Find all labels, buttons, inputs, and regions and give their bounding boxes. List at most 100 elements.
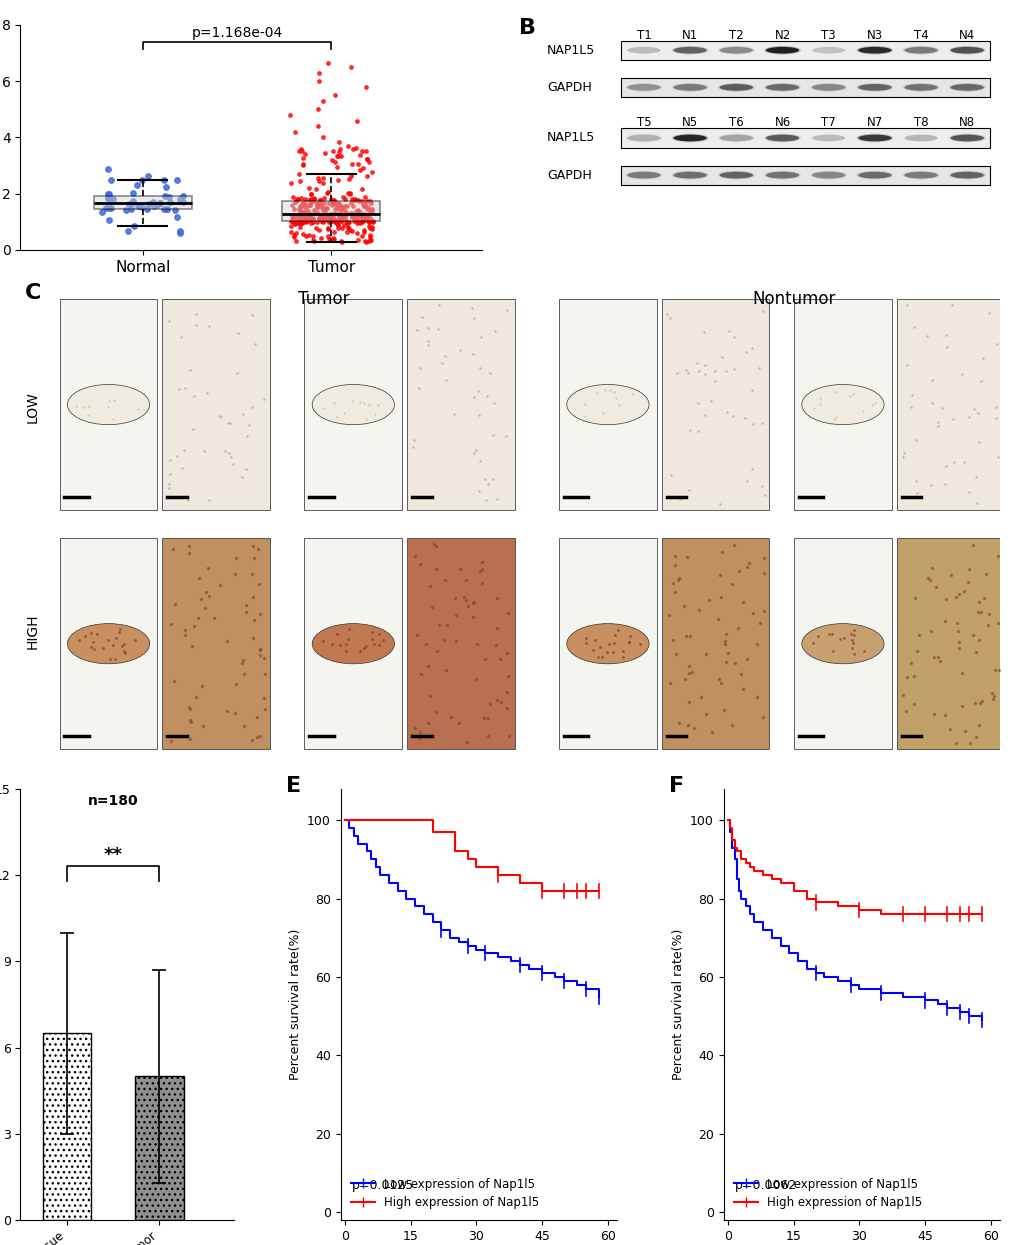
Point [360, 152, 376, 172]
Point [364, 210, 380, 230]
Point [356, 195, 372, 215]
Point [357, 232, 373, 251]
Legend: Low expression of Nap1l5, High expression of Nap1l5: Low expression of Nap1l5, High expressio… [729, 1173, 926, 1214]
Point [321, 193, 337, 213]
Point [365, 213, 381, 233]
Point [303, 184, 319, 204]
Point [167, 199, 183, 219]
Text: N5: N5 [682, 116, 698, 129]
Point [315, 173, 331, 193]
Ellipse shape [948, 133, 984, 142]
Point [358, 167, 374, 187]
PathPatch shape [94, 195, 192, 208]
Bar [59, 299, 157, 509]
Point [359, 192, 375, 212]
Point [300, 209, 316, 229]
Ellipse shape [765, 134, 798, 142]
Point [339, 218, 356, 238]
Point [129, 197, 146, 217]
Point [309, 198, 325, 218]
Point [286, 214, 303, 234]
Point [172, 189, 189, 209]
Point [140, 166, 156, 186]
Point [291, 218, 308, 238]
Ellipse shape [625, 83, 661, 92]
Bar [793, 299, 891, 509]
Point [320, 208, 336, 228]
Point [291, 214, 308, 234]
Ellipse shape [763, 83, 800, 92]
Ellipse shape [717, 133, 754, 142]
Bar [661, 539, 768, 749]
Point [168, 207, 184, 227]
Ellipse shape [672, 46, 708, 55]
Point [360, 205, 376, 225]
Point [350, 154, 366, 174]
Point [354, 227, 370, 247]
Point [348, 203, 365, 223]
Ellipse shape [673, 47, 706, 54]
Point [333, 207, 350, 227]
Point [356, 197, 372, 217]
Point [124, 193, 141, 213]
Point [351, 207, 367, 227]
Point [345, 207, 362, 227]
Point [338, 213, 355, 233]
Point [326, 190, 342, 210]
Text: T6: T6 [729, 116, 743, 129]
Text: N3: N3 [866, 29, 882, 41]
Bar [162, 299, 270, 509]
Ellipse shape [857, 172, 891, 178]
Text: T1: T1 [636, 29, 651, 41]
Point [343, 154, 360, 174]
Point [293, 213, 310, 233]
Point [350, 190, 366, 210]
Point [343, 204, 360, 224]
Point [124, 183, 141, 203]
Point [332, 210, 348, 230]
Point [313, 212, 329, 232]
Point [340, 212, 357, 232]
Point [355, 194, 371, 214]
Text: Nontumor: Nontumor [752, 290, 835, 308]
Point [292, 188, 309, 208]
Point [362, 225, 378, 245]
Point [359, 208, 375, 228]
Point [330, 195, 346, 215]
Text: N4: N4 [958, 29, 974, 41]
Point [307, 218, 323, 238]
Point [296, 197, 312, 217]
Y-axis label: Percent survival rate(%): Percent survival rate(%) [671, 929, 684, 1081]
Ellipse shape [856, 83, 893, 92]
Point [291, 198, 308, 218]
Point [356, 193, 372, 213]
Point [356, 222, 372, 242]
Bar [621, 41, 989, 60]
Point [291, 202, 308, 222]
Point [354, 142, 370, 162]
Point [285, 205, 302, 225]
Point [311, 208, 327, 228]
Point [299, 205, 315, 225]
Point [294, 203, 311, 223]
Bar [621, 128, 989, 148]
Point [294, 156, 311, 176]
Point [347, 205, 364, 225]
Point [286, 213, 303, 233]
Point [361, 212, 377, 232]
Point [339, 217, 356, 237]
Point [296, 224, 312, 244]
Point [333, 198, 350, 218]
Point [355, 208, 371, 228]
Point [302, 195, 318, 215]
Point [333, 197, 350, 217]
Point [341, 184, 358, 204]
Point [364, 212, 380, 232]
Ellipse shape [950, 47, 983, 54]
Point [325, 205, 341, 225]
Point [323, 208, 339, 228]
Point [331, 205, 347, 225]
Ellipse shape [948, 83, 984, 92]
Point [303, 208, 319, 228]
Point [321, 204, 337, 224]
